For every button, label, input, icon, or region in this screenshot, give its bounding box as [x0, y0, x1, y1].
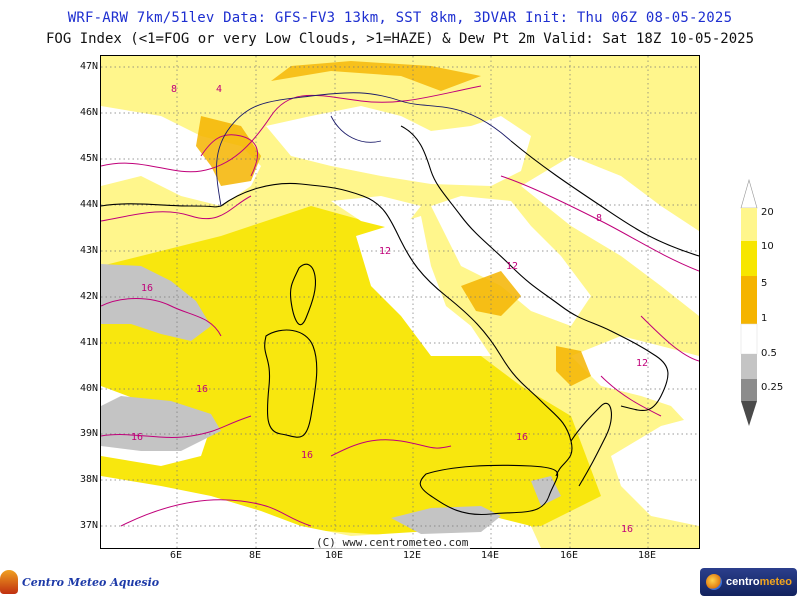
lat-label-47n: 47N: [72, 61, 98, 72]
colorbar-segment-10-20: [741, 241, 757, 276]
lat-label-44n: 44N: [72, 199, 98, 210]
lat-label-42n: 42N: [72, 291, 98, 302]
contour-label-16-tyrrhenian: 16: [516, 432, 528, 443]
lat-label-45n: 45N: [72, 153, 98, 164]
map-canvas: 4 8 12 12 16 16 16 16 16 16 8 12: [101, 56, 699, 548]
contour-label-12-apennines: 12: [506, 261, 518, 272]
lat-label-40n: 40N: [72, 383, 98, 394]
lat-label-41n: 41N: [72, 337, 98, 348]
colorbar-label-20: 20: [761, 207, 774, 218]
lat-label-38n: 38N: [72, 474, 98, 485]
colorbar-segment-1-5: [741, 312, 757, 324]
centrometeo-globe-icon: [706, 574, 722, 590]
contour-label-12-east: 12: [636, 358, 648, 369]
lat-label-39n: 39N: [72, 428, 98, 439]
fog-index-colorbar: [738, 178, 760, 428]
contour-label-16-southwest: 16: [131, 432, 143, 443]
lat-label-46n: 46N: [72, 107, 98, 118]
colorbar-label-1: 1: [761, 313, 767, 324]
colorbar-top-arrow: [741, 180, 757, 208]
colorbar-segment-0-25: [741, 379, 757, 401]
centrometeo-logo-text-b: meteo: [760, 576, 792, 588]
lon-label-12e: 12E: [392, 550, 432, 561]
colorbar-label-10: 10: [761, 241, 774, 252]
lat-label-37n: 37N: [72, 520, 98, 531]
contour-label-16-ionian: 16: [621, 524, 633, 535]
contour-label-12-tuscany: 12: [379, 246, 391, 257]
lon-label-10e: 10E: [314, 550, 354, 561]
centrometeo-logo[interactable]: centrometeo: [700, 568, 797, 596]
colorbar-segment-white: [741, 324, 757, 354]
centrometeo-logo-text: centrometeo: [726, 576, 792, 588]
centrometeo-logo-text-a: centro: [726, 576, 760, 588]
contour-label-16-balearic: 16: [141, 283, 153, 294]
map-title-model: WRF-ARW 7km/51lev Data: GFS-FV3 13km, SS…: [0, 10, 800, 26]
lon-label-8e: 8E: [235, 550, 275, 561]
lon-label-6e: 6E: [156, 550, 196, 561]
colorbar-label-0-25: 0.25: [761, 382, 783, 393]
lon-label-16e: 16E: [549, 550, 589, 561]
contour-label-8-west: 8: [171, 84, 177, 95]
aquesio-emblem-icon: [0, 570, 18, 594]
centro-meteo-aquesio-logo[interactable]: Centro Meteo Aquesio: [0, 568, 159, 596]
lon-label-14e: 14E: [470, 550, 510, 561]
colorbar-segment-above-20: [741, 208, 757, 241]
colorbar-bottom-arrow: [741, 401, 757, 426]
colorbar-segment-5-10: [741, 276, 757, 312]
colorbar-segment-0-5: [741, 354, 757, 379]
colorbar-label-0-5: 0.5: [761, 348, 777, 359]
contour-label-8-balkans: 8: [596, 213, 602, 224]
colorbar-label-5: 5: [761, 278, 767, 289]
contour-label-4: 4: [216, 84, 222, 95]
lat-label-43n: 43N: [72, 245, 98, 256]
map-credit: (C) www.centrometeo.com: [314, 536, 470, 549]
contour-label-16-south: 16: [301, 450, 313, 461]
fog-index-map: 4 8 12 12 16 16 16 16 16 16 8 12: [100, 55, 700, 549]
contour-label-16-west: 16: [196, 384, 208, 395]
aquesio-logo-text: Centro Meteo Aquesio: [22, 576, 159, 589]
map-title-field: FOG Index (<1=FOG or very Low Clouds, >1…: [0, 31, 800, 47]
lon-label-18e: 18E: [627, 550, 667, 561]
